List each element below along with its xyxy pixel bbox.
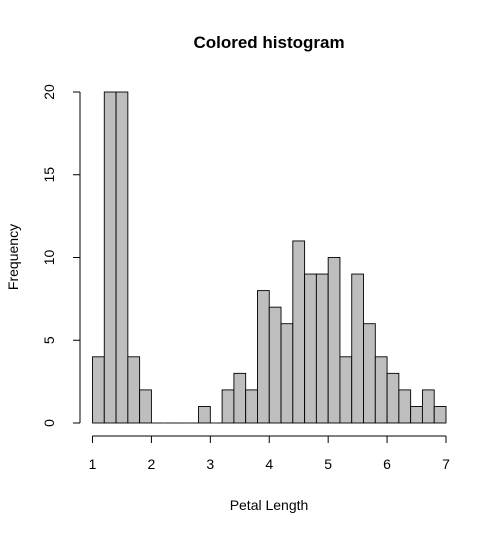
x-tick-label-5: 5 [324,456,332,472]
histogram-bar-25 [386,372,400,424]
histogram-bar-18 [304,273,317,424]
histogram-bar-14 [257,290,270,424]
x-axis-label: Petal Length [230,497,309,513]
y-tick-label-5: 5 [41,336,57,344]
bars-group [92,91,447,424]
histogram-bar-17 [292,240,306,424]
y-tick-label-10: 10 [41,250,57,266]
histogram-bar-27 [410,406,423,424]
histogram-bar-11 [221,389,235,424]
x-tick-label-1: 1 [89,456,97,472]
histogram-bar-4 [139,389,152,424]
x-tick-label-2: 2 [148,456,156,472]
histogram-bar-19 [315,273,329,424]
histogram-bar-20 [327,257,341,424]
histogram-bar-22 [351,273,364,424]
histogram-bar-26 [398,389,412,424]
y-tick-label-20: 20 [41,84,57,100]
histogram-bar-16 [280,323,294,424]
histogram-bar-12 [233,372,247,424]
histogram-bar-21 [339,356,353,424]
histogram-bar-15 [268,306,282,424]
histogram-bar-29 [433,406,447,424]
y-tick-label-0: 0 [41,419,57,427]
x-tick-label-6: 6 [383,456,391,472]
y-tick-label-15: 15 [41,167,57,183]
x-tick-label-4: 4 [265,456,273,472]
histogram-bar-1 [103,91,117,424]
y-axis-label: Frequency [5,224,21,290]
histogram-bar-3 [127,356,141,424]
chart-title: Colored histogram [193,33,344,52]
histogram-bar-2 [115,91,129,424]
x-tick-label-3: 3 [206,456,214,472]
histogram-bar-9 [198,406,211,424]
x-tick-label-7: 7 [442,456,450,472]
histogram-bar-23 [363,323,376,424]
histogram-bar-28 [421,389,435,424]
histogram-bar-24 [374,356,388,424]
x-axis: 1 2 3 4 5 6 7 [89,435,450,472]
histogram-bar-13 [245,389,258,424]
y-axis: 0 5 10 15 20 [41,84,81,427]
histogram-bar-0 [92,356,105,424]
